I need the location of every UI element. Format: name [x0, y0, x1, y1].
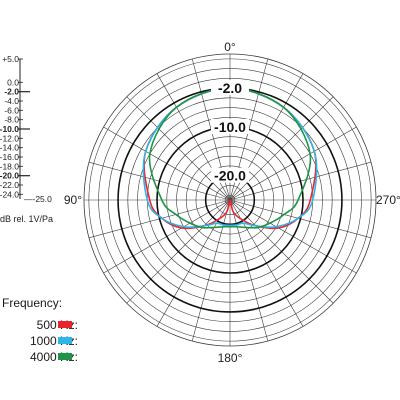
legend-swatch-500hz — [58, 321, 72, 328]
grid-ring — [166, 136, 294, 264]
grid-ring — [176, 146, 284, 254]
angle-label-270: 270° — [376, 193, 400, 207]
series-line-1000hz — [142, 87, 318, 229]
outer-ring — [83, 53, 377, 347]
series-line-4000hz — [148, 87, 312, 229]
ring-label-bg — [211, 167, 249, 183]
scale-unit-label: dB rel. 1V/Pa — [0, 214, 53, 224]
scale-tick-label: -8.0 — [4, 115, 19, 125]
grid-ring — [224, 194, 236, 206]
ring-label: -10.0 — [214, 119, 246, 135]
scale-tick-label: -24.0 — [0, 189, 19, 199]
scale-tick-label: -12.0 — [0, 133, 19, 143]
ring-labels: -2.0 -10.0 -20.0 — [211, 80, 249, 184]
legend-item-1000hz: 1000 Hz: — [2, 334, 78, 350]
grid-ring — [195, 165, 265, 235]
scale-tick-label: -6.0 — [4, 105, 19, 115]
legend: Frequency: 500 Hz: 1000 Hz: 4000 Hz: — [2, 296, 78, 366]
grid-ring — [185, 155, 275, 245]
polar-series — [142, 87, 318, 230]
scale-tick-label: -20.0 — [0, 171, 19, 181]
angle-label-90: 90° — [64, 193, 82, 207]
scale-tick-label: -4.0 — [4, 96, 19, 106]
series-line-500hz — [143, 87, 317, 230]
scale-tick-label: -2.0 — [4, 87, 19, 97]
grid-ring — [108, 78, 352, 322]
scale-tick-label: -16.0 — [0, 152, 19, 162]
ring-label-bg — [211, 80, 249, 96]
ring-label-bg — [211, 119, 249, 134]
scale-tick-label: -10.0 — [0, 124, 19, 134]
scale-tick-label: 0.0 — [7, 77, 19, 87]
ring-label: -2.0 — [218, 80, 242, 96]
grid-ring — [88, 58, 372, 342]
grid-ring — [98, 68, 362, 332]
legend-item-4000hz: 4000 Hz: — [2, 350, 78, 366]
grid-ring — [215, 185, 245, 215]
scale-tick-label: —-25.0 — [24, 194, 52, 204]
ring-label: -20.0 — [214, 168, 246, 184]
grid-ring — [127, 97, 333, 303]
angle-label-180: 180° — [218, 351, 243, 365]
legend-swatch-4000hz — [58, 353, 72, 360]
legend-title: Frequency: — [2, 296, 63, 310]
scale-tick-label: -18.0 — [0, 161, 19, 171]
scale-tick-label: -22.0 — [0, 180, 19, 190]
angle-label-0: 0° — [224, 40, 236, 54]
legend-item-500hz: 500 Hz: — [2, 318, 78, 334]
legend-swatch-1000hz — [58, 337, 72, 344]
scale-tick-label: +5.0 — [2, 54, 19, 64]
scale-tick-label: -14.0 — [0, 143, 19, 153]
db-scale: +5.00.0-2.0-4.0-6.0-8.0-10.0-12.0-14.0-1… — [0, 54, 52, 204]
grid-ring — [137, 107, 323, 293]
